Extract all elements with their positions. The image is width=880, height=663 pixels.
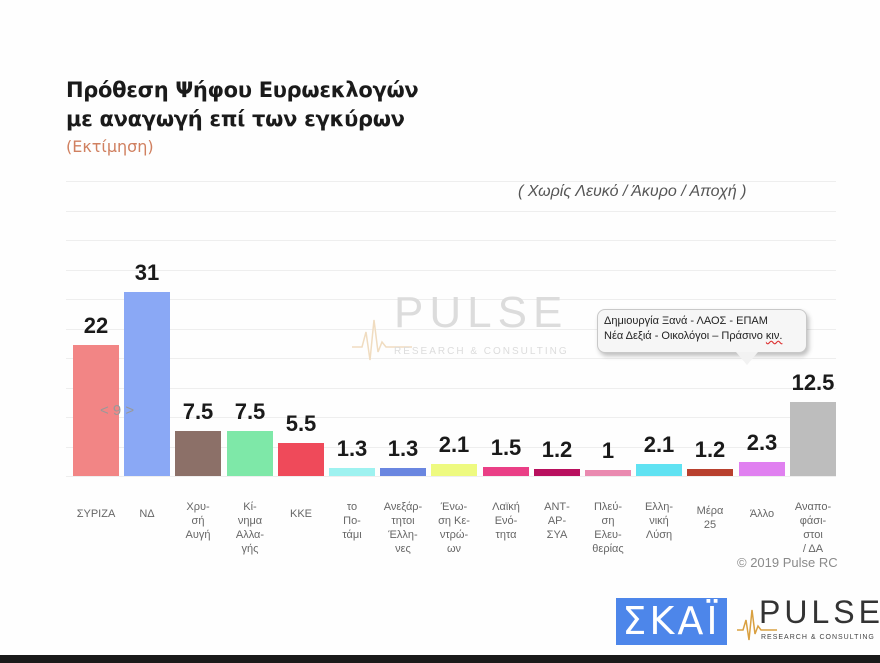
bar-value-label: 5.5 [285, 411, 317, 436]
bar[interactable] [329, 468, 375, 476]
category-label: ΚΚΕ [289, 508, 312, 520]
pulse-logo-tagline: RESEARCH & CONSULTING [761, 634, 875, 641]
gridline [66, 358, 836, 359]
bar-value-label: 7.5 [234, 399, 266, 424]
category-label: ΣΥΡΙΖΑ [76, 508, 116, 520]
category-label: Λαϊκή Ενό- τητα [492, 501, 520, 541]
category-label: Ένω- ση Κε- ντρώ- ων [438, 501, 470, 555]
callout-line-2-text: Νέα Δεξιά - Οικολόγοι – Πράσινο [604, 330, 766, 342]
title-line-1: Πρόθεση Ψήφου Ευρωεκλογών [66, 78, 419, 102]
callout-tooltip: Δημιουργία Ξανά - ΛΑΟΣ - ΕΠΑΜ Νέα Δεξιά … [597, 309, 807, 365]
pulse-logo-text: PULSE [759, 594, 880, 630]
bar-value-label: 12.5 [791, 370, 835, 395]
category-label: Άλλο [749, 508, 775, 520]
category-label: Πλεύ- ση Ελευ- θερίας [592, 501, 624, 555]
chart-title: Πρόθεση Ψήφου Ευρωεκλογών με αναγωγή επί… [66, 76, 419, 134]
bar[interactable] [175, 431, 221, 476]
heartbeat-icon [737, 609, 777, 641]
bar[interactable] [227, 431, 273, 476]
callout-line-2-abbrev: κιν. [765, 330, 783, 342]
bar-value-label: 1.3 [336, 436, 368, 461]
callout-line-1: Δημιουργία Ξανά - ΛΑΟΣ - ΕΠΑΜ [604, 315, 768, 327]
gridline [66, 211, 836, 212]
category-label: ΝΔ [139, 508, 155, 520]
gridline [66, 329, 836, 330]
category-label: Ανεξάρ- τητοι Έλλη- νες [383, 501, 423, 555]
bar-value-label: 2.1 [643, 432, 675, 457]
category-label: το Πο- τάμι [342, 501, 362, 541]
bar[interactable] [73, 345, 119, 476]
bar[interactable] [790, 402, 836, 476]
copyright: © 2019 Pulse RC [737, 555, 838, 570]
bar[interactable] [431, 464, 477, 476]
watermark-tagline: RESEARCH & CONSULTING [394, 346, 569, 357]
gridline [66, 299, 836, 300]
bar[interactable] [739, 462, 785, 476]
bar-value-label: 1.5 [490, 435, 522, 460]
bar[interactable] [687, 469, 733, 476]
chart-subtitle: (Εκτίμηση) [66, 137, 154, 156]
bar-value-label: 1.2 [694, 437, 726, 462]
bar[interactable] [483, 467, 529, 476]
heartbeat-icon [352, 319, 412, 361]
bar[interactable] [534, 469, 580, 476]
slide-indicator[interactable]: < 9 > [100, 402, 135, 419]
bar[interactable] [380, 468, 426, 476]
category-label: Κί- νημα Αλλα- γής [235, 501, 265, 555]
gridline [66, 476, 836, 477]
pulse-logo: PULSE RESEARCH & CONSULTING [737, 594, 880, 646]
bar-value-label: 7.5 [182, 399, 214, 424]
bar-value-label: 1.2 [541, 437, 573, 462]
callout-line-2: Νέα Δεξιά - Οικολόγοι – Πράσινο κιν. [604, 329, 806, 344]
watermark-brand: PULSE [394, 288, 569, 337]
bar[interactable] [585, 470, 631, 476]
bar-value-label: 2.1 [438, 432, 470, 457]
category-label: Χρυ- σή Αυγή [185, 501, 211, 541]
bar[interactable] [278, 443, 324, 476]
bar-value-label: 1.3 [387, 436, 419, 461]
bar-value-label: 22 [83, 313, 109, 338]
title-line-2: με αναγωγή επί των εγκύρων [66, 107, 405, 131]
skai-logo: ΣΚΑΪ [616, 598, 727, 645]
gridline [66, 417, 836, 418]
category-label: Αναπο- φάσι- στοι / ΔΑ [794, 501, 832, 555]
bottom-border [0, 655, 880, 663]
gridline [66, 181, 836, 182]
bar[interactable] [636, 464, 682, 476]
gridline [66, 388, 836, 389]
chart-note: ( Χωρίς Λευκό / Άκυρο / Αποχή ) [518, 183, 747, 200]
category-label: Ελλη- νική Λύση [644, 501, 674, 541]
bar-value-label: 31 [134, 260, 160, 285]
bar-value-label: 2.3 [746, 430, 778, 455]
category-label: ΑΝΤ- ΑΡ- ΣΥΑ [544, 501, 570, 541]
gridline [66, 270, 836, 271]
gridline [66, 447, 836, 448]
bar-value-label: 1 [601, 438, 615, 463]
gridline [66, 240, 836, 241]
bar[interactable] [124, 292, 170, 476]
category-label: Μέρα 25 [696, 505, 724, 531]
